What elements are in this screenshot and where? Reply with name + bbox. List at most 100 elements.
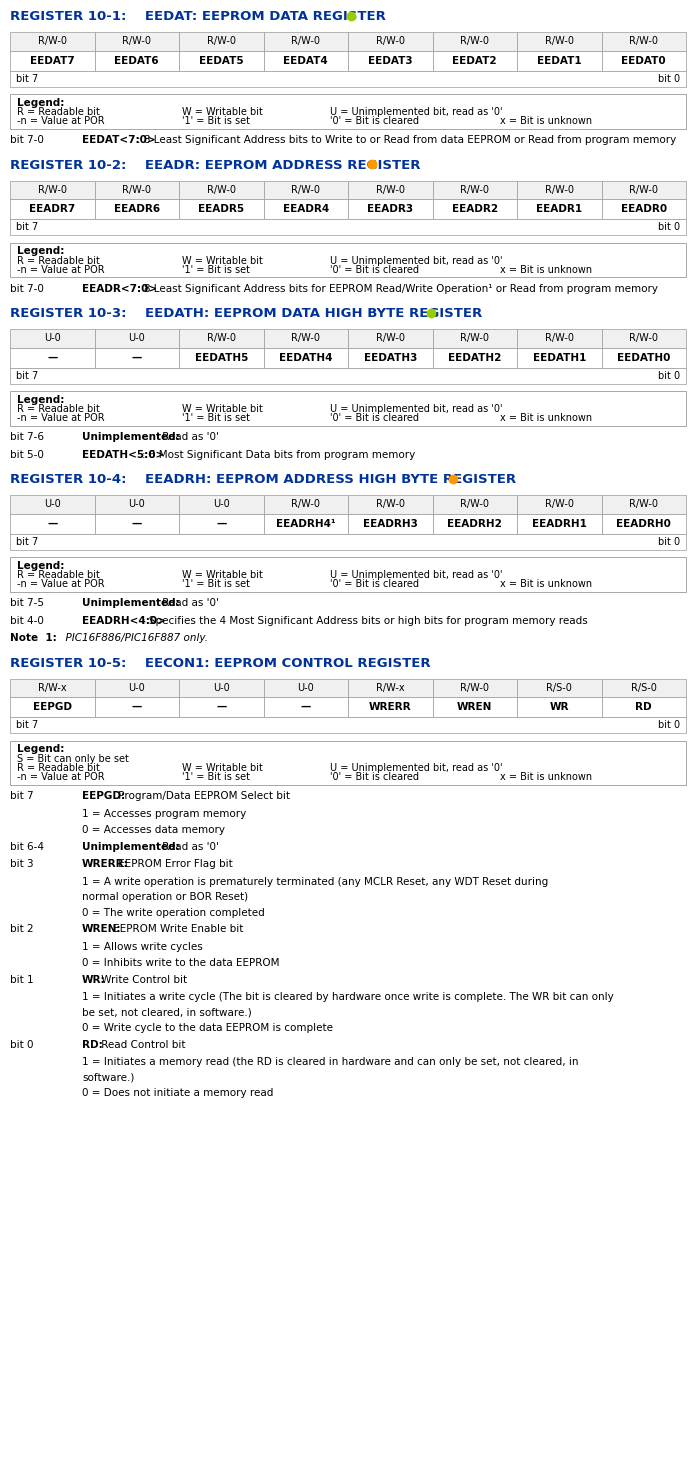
Bar [601, 678, 686, 697]
Text: R/W-0: R/W-0 [545, 499, 574, 509]
Text: Read Control bit: Read Control bit [99, 1039, 186, 1049]
Text: WR: WR [550, 702, 569, 712]
Text: EEADR4: EEADR4 [283, 204, 329, 215]
Text: U = Unimplemented bit, read as '0': U = Unimplemented bit, read as '0' [330, 107, 503, 117]
Text: R/W-0: R/W-0 [122, 36, 151, 46]
Bar [601, 348, 686, 367]
Text: EEADRH4¹: EEADRH4¹ [276, 518, 335, 528]
Bar [348, 494, 432, 514]
Text: R/W-0: R/W-0 [460, 333, 489, 343]
Text: Read as '0': Read as '0' [159, 842, 219, 851]
Text: bit 0: bit 0 [658, 74, 680, 83]
Text: bit 1: bit 1 [10, 974, 33, 984]
Bar [348, 329, 432, 348]
Text: —: — [132, 352, 142, 363]
Text: 1 = Initiates a memory read (the RD is cleared in hardware and can only be set, : 1 = Initiates a memory read (the RD is c… [82, 1057, 578, 1067]
Text: EEADR1: EEADR1 [536, 204, 583, 215]
Text: EEDAT5: EEDAT5 [199, 56, 244, 65]
Text: Unimplemented:: Unimplemented: [82, 432, 180, 443]
Text: Program/Data EEPROM Select bit: Program/Data EEPROM Select bit [115, 790, 290, 801]
Text: WR:: WR: [82, 974, 106, 984]
Text: WRERR:: WRERR: [82, 858, 129, 869]
Text: bit 0: bit 0 [658, 719, 680, 730]
Bar [10, 50, 95, 71]
Text: EEADRH0: EEADRH0 [617, 518, 671, 528]
Text: R/W-x: R/W-x [38, 682, 67, 693]
Bar [179, 494, 264, 514]
Text: Legend:: Legend: [17, 744, 64, 753]
Bar [179, 50, 264, 71]
Bar [601, 514, 686, 533]
Text: R = Readable bit: R = Readable bit [17, 107, 100, 117]
Bar [95, 181, 179, 198]
Text: bit 0: bit 0 [658, 370, 680, 380]
Text: 1 = Initiates a write cycle (The bit is cleared by hardware once write is comple: 1 = Initiates a write cycle (The bit is … [82, 992, 614, 1002]
Text: R/W-0: R/W-0 [376, 36, 405, 46]
Text: Write Control bit: Write Control bit [99, 974, 188, 984]
Bar [179, 678, 264, 697]
Bar [432, 697, 517, 716]
Bar [10, 494, 95, 514]
Bar [348, 678, 432, 697]
Bar [432, 678, 517, 697]
Text: EEDATH2: EEDATH2 [448, 352, 501, 363]
Bar [10, 716, 686, 733]
Bar [10, 219, 686, 235]
Bar [601, 697, 686, 716]
Bar [348, 514, 432, 533]
Text: Note  1:: Note 1: [10, 633, 57, 642]
Bar [95, 329, 179, 348]
Text: EEDATH<5:0>: EEDATH<5:0> [82, 450, 164, 459]
Text: R/W-0: R/W-0 [291, 185, 320, 195]
Bar [432, 181, 517, 198]
Bar [264, 697, 348, 716]
Text: 0 = Write cycle to the data EEPROM is complete: 0 = Write cycle to the data EEPROM is co… [82, 1023, 333, 1033]
Text: —: — [47, 518, 57, 528]
Text: bit 6-4: bit 6-4 [10, 842, 44, 851]
Text: R/W-0: R/W-0 [376, 333, 405, 343]
Text: EEADRH2: EEADRH2 [448, 518, 503, 528]
Bar [264, 348, 348, 367]
Text: R/W-0: R/W-0 [291, 499, 320, 509]
Text: : 8 Least Significant Address bits to Write to or Read from data EEPROM or Read : : 8 Least Significant Address bits to Wr… [137, 135, 677, 145]
Text: x = Bit is unknown: x = Bit is unknown [500, 771, 592, 781]
Text: -n = Value at POR: -n = Value at POR [17, 771, 104, 781]
Text: '0' = Bit is cleared: '0' = Bit is cleared [330, 579, 419, 589]
Text: EEDAT4: EEDAT4 [283, 56, 328, 65]
Text: U-0: U-0 [213, 682, 230, 693]
Bar [517, 329, 601, 348]
Bar [10, 95, 686, 129]
Text: EEDAT1: EEDAT1 [537, 56, 582, 65]
Bar [432, 348, 517, 367]
Text: R/W-0: R/W-0 [38, 36, 67, 46]
Text: EEDAT6: EEDAT6 [114, 56, 159, 65]
Text: 0 = Does not initiate a memory read: 0 = Does not initiate a memory read [82, 1088, 274, 1098]
Bar [10, 33, 95, 50]
Text: be set, not cleared, in software.): be set, not cleared, in software.) [82, 1008, 252, 1018]
Bar [432, 33, 517, 50]
Bar [10, 329, 95, 348]
Bar [179, 33, 264, 50]
Text: WREN: WREN [457, 702, 493, 712]
Bar [95, 50, 179, 71]
Bar [10, 533, 686, 549]
Bar [348, 33, 432, 50]
Text: Legend:: Legend: [17, 98, 64, 108]
Text: R/W-0: R/W-0 [38, 185, 67, 195]
Text: '0' = Bit is cleared: '0' = Bit is cleared [330, 413, 419, 423]
Text: REGISTER 10-4:    EEADRH: EEPROM ADDRESS HIGH BYTE REGISTER: REGISTER 10-4: EEADRH: EEPROM ADDRESS HI… [10, 474, 516, 485]
Bar [264, 514, 348, 533]
Text: PIC16F886/PIC16F887 only.: PIC16F886/PIC16F887 only. [59, 633, 208, 642]
Text: : 8 Least Significant Address bits for EEPROM Read/Write Operation¹ or Read from: : 8 Least Significant Address bits for E… [137, 284, 658, 293]
Bar [264, 329, 348, 348]
Text: bit 7: bit 7 [16, 370, 38, 380]
Text: U-0: U-0 [213, 499, 230, 509]
Bar [517, 198, 601, 219]
Bar [95, 697, 179, 716]
Bar [10, 243, 686, 277]
Bar [10, 348, 95, 367]
Text: R/W-0: R/W-0 [629, 499, 658, 509]
Text: R/W-0: R/W-0 [207, 36, 236, 46]
Text: : Specifies the 4 Most Significant Address bits or high bits for program memory : : Specifies the 4 Most Significant Addre… [143, 616, 588, 626]
Text: bit 4-0: bit 4-0 [10, 616, 44, 626]
